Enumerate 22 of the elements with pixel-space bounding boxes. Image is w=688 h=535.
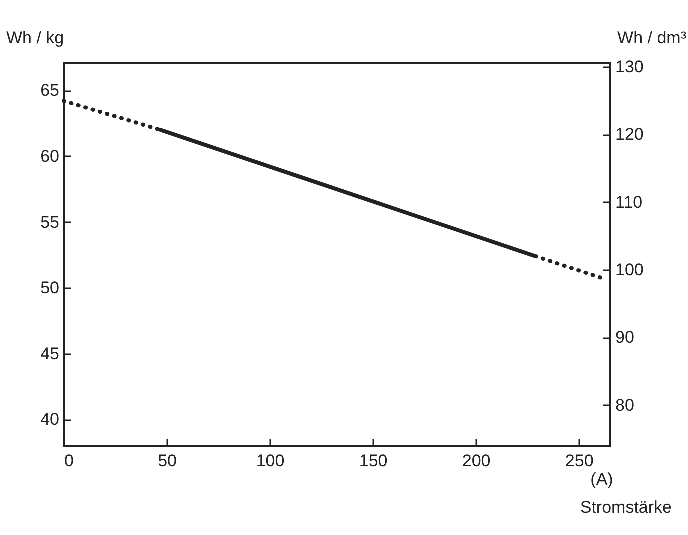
x-tick-label: 100 [256,452,285,470]
y2-tick-label: 90 [616,328,634,348]
y-tick-label: 60 [40,146,60,166]
x-tick-label: 50 [158,452,177,470]
y2-tick-label: 80 [616,396,634,415]
y2-tick-label: 120 [616,125,644,144]
y-tick-label: 40 [40,410,60,430]
y-tick-label: 55 [40,212,60,232]
y2-tick-label: 100 [616,260,644,280]
y-axis-title: Wh / kg [6,28,64,48]
x-tick-label: 150 [359,452,388,470]
x-tick-label: 200 [462,452,491,470]
y2-tick-label: 110 [616,192,643,212]
y2-tick-label: 130 [616,58,644,77]
y-tick-label: 45 [40,344,60,364]
text: (A) [590,470,614,489]
y2-axis-title: Wh / dm³ [618,28,687,48]
y-tick-label: 50 [40,278,60,298]
y-tick-label: 65 [40,81,60,100]
x-tick-label: 0 [64,452,74,470]
x-tick-label: 250 [565,452,594,470]
x-axis-title: Stromstärke [580,498,672,517]
